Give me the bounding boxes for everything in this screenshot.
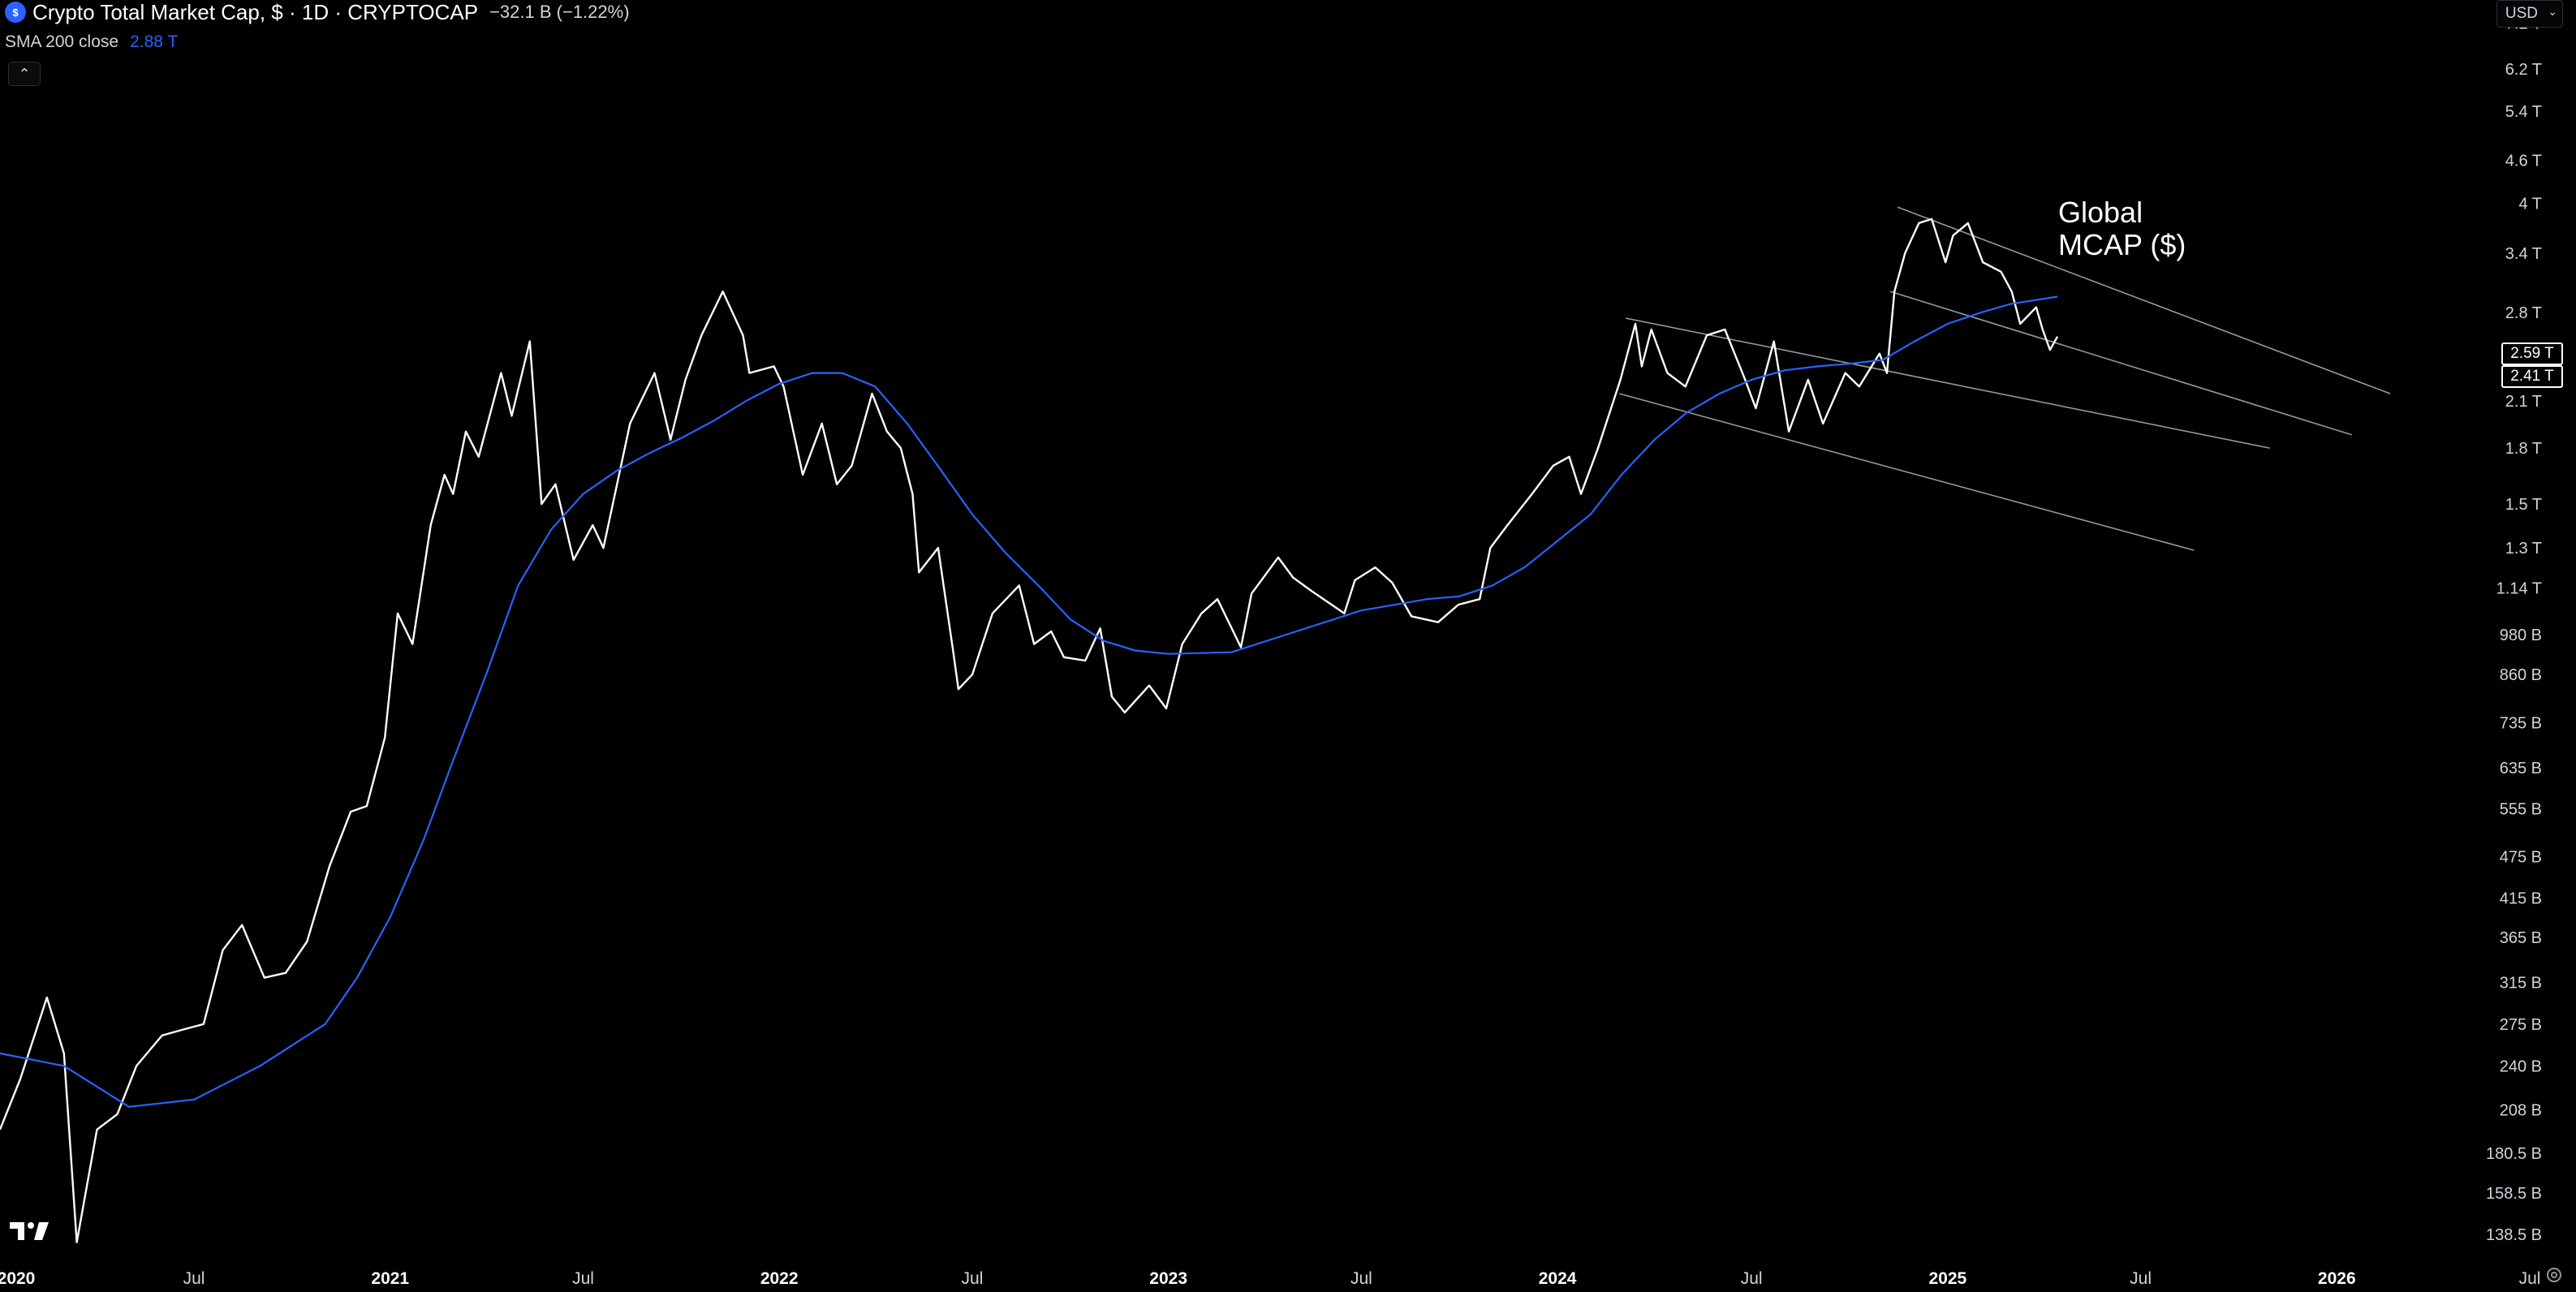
indicator-value: 2.88 T xyxy=(130,32,179,51)
series-lines xyxy=(0,217,2059,1243)
y-tick-label: 980 B xyxy=(2500,627,2542,644)
x-tick-label: 2024 xyxy=(1539,1269,1577,1288)
y-tick-label: 158.5 B xyxy=(2486,1185,2542,1203)
x-tick-label: Jul xyxy=(962,1269,984,1288)
y-tick-label: 180.5 B xyxy=(2486,1145,2542,1163)
symbol-title[interactable]: Crypto Total Market Cap, $ · 1D · CRYPTO… xyxy=(32,0,479,24)
crypto-cap-icon: $ xyxy=(5,2,26,23)
indicator-legend[interactable]: SMA 200 close 2.88 T xyxy=(5,29,178,55)
y-tick-label: 555 B xyxy=(2500,801,2542,819)
y-tick-label: 3.4 T xyxy=(2505,245,2542,263)
y-tick-label: 365 B xyxy=(2500,929,2542,947)
trendline-3 xyxy=(1897,206,2391,394)
y-tick-label: 4 T xyxy=(2518,195,2542,213)
symbol-legend[interactable]: $ Crypto Total Market Cap, $ · 1D · CRYP… xyxy=(5,0,630,24)
currency-label: USD xyxy=(2505,5,2538,22)
price-line xyxy=(0,217,2059,1243)
annotation-line-1: Global xyxy=(2058,196,2143,229)
last-price-label: 2.59 T xyxy=(2501,342,2563,365)
y-tick-label: 208 B xyxy=(2500,1101,2542,1119)
y-tick-label: 860 B xyxy=(2500,666,2542,684)
chevron-down-icon: ⌄ xyxy=(2548,5,2557,18)
x-tick-label: Jul xyxy=(572,1269,594,1288)
y-tick-label: 2.8 T xyxy=(2505,304,2542,322)
trendline-4 xyxy=(1889,291,2352,436)
price-change: −32.1 B (−1.22%) xyxy=(489,2,630,22)
x-tick-label: Jul xyxy=(2130,1269,2152,1288)
sma-value-label: 2.41 T xyxy=(2501,365,2563,388)
y-tick-label: 475 B xyxy=(2500,848,2542,866)
chart-annotation[interactable]: Global MCAP ($) xyxy=(2058,196,2186,261)
x-tick-label: 2023 xyxy=(1149,1269,1187,1288)
sma-line xyxy=(0,295,2058,1108)
price-axis[interactable]: 7.2 T6.2 T5.4 T4.6 T4 T3.4 T2.8 T2.1 T1.… xyxy=(2486,15,2542,1244)
annotation-line-2: MCAP ($) xyxy=(2058,228,2186,261)
gear-icon[interactable] xyxy=(2544,1264,2565,1286)
tradingview-logo[interactable] xyxy=(10,1219,52,1243)
y-tick-label: 1.3 T xyxy=(2505,540,2542,558)
trendlines xyxy=(1619,206,2391,551)
y-tick-label: 240 B xyxy=(2500,1057,2542,1075)
x-tick-label: 2020 xyxy=(0,1269,35,1288)
x-tick-label: Jul xyxy=(2519,1269,2541,1288)
indicator-name[interactable]: SMA 200 close xyxy=(5,32,119,51)
x-tick-label: 2025 xyxy=(1928,1269,1966,1288)
y-tick-label: 1.8 T xyxy=(2505,440,2542,458)
y-tick-label: 138.5 B xyxy=(2486,1226,2542,1244)
time-axis[interactable]: 2020 Jul 2021 Jul 2022 Jul 2023 Jul 2024 Jul 2025 J… xyxy=(0,1269,2540,1288)
y-tick-label: 1.14 T xyxy=(2496,580,2542,598)
trendline-1 xyxy=(1625,317,2270,449)
y-tick-label: 415 B xyxy=(2500,889,2542,907)
y-tick-label: 2.1 T xyxy=(2505,393,2542,411)
y-tick-label: 6.2 T xyxy=(2505,61,2542,79)
y-tick-label: 635 B xyxy=(2500,760,2542,777)
trendline-2 xyxy=(1619,393,2195,551)
x-tick-label: 2026 xyxy=(2318,1269,2356,1288)
y-tick-label: 315 B xyxy=(2500,975,2542,993)
y-tick-label: 735 B xyxy=(2500,715,2542,733)
x-tick-label: Jul xyxy=(183,1269,205,1288)
x-tick-label: 2021 xyxy=(371,1269,409,1288)
y-tick-label: 4.6 T xyxy=(2505,153,2542,170)
collapse-legend-button[interactable]: ⌃ xyxy=(8,62,41,86)
x-tick-label: Jul xyxy=(1350,1269,1372,1288)
x-tick-label: Jul xyxy=(1741,1269,1763,1288)
y-tick-label: 275 B xyxy=(2500,1016,2542,1034)
chevron-up-icon: ⌃ xyxy=(18,65,31,82)
currency-selector[interactable]: USD ⌄ xyxy=(2496,0,2563,28)
x-tick-label: 2022 xyxy=(760,1269,799,1288)
y-tick-label: 5.4 T xyxy=(2505,103,2542,121)
y-tick-label: 1.5 T xyxy=(2505,496,2542,514)
